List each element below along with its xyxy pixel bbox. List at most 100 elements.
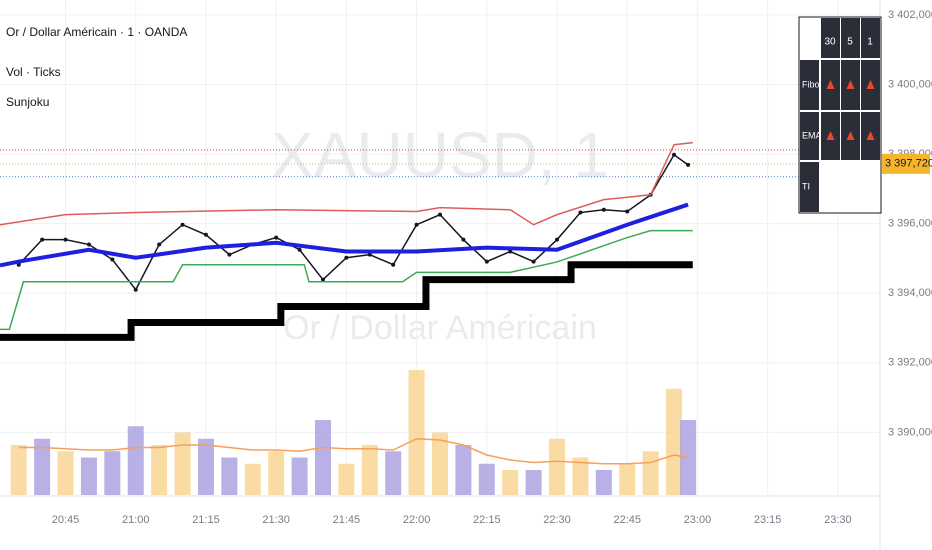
volume-bar [127, 426, 144, 495]
header-label: 1 [867, 37, 873, 48]
x-tick-label: 22:15 [473, 514, 501, 526]
price-point [367, 252, 372, 257]
price-point [40, 237, 45, 242]
price-point [86, 242, 91, 247]
volume-bar [34, 438, 51, 495]
row-label-cell [800, 60, 819, 110]
volume-bar [268, 451, 285, 495]
volume-bar [408, 370, 425, 495]
volume-bar [10, 445, 27, 495]
series-line [0, 141, 693, 226]
row-label: Fibo [802, 79, 820, 89]
row-label-cell [800, 162, 819, 212]
price-point [531, 259, 536, 264]
volume-bar [502, 470, 519, 495]
volume-ma [18, 437, 689, 465]
volume-bar [478, 463, 495, 495]
price-point [686, 162, 691, 167]
x-tick-label: 23:30 [824, 514, 852, 526]
legend-symbol[interactable]: Or / Dollar Américain · 1 · OANDA [6, 25, 187, 39]
y-tick-label: 3 396,000 [888, 218, 932, 230]
price-point [180, 222, 185, 227]
signal-up [866, 80, 875, 89]
volume-bar [642, 451, 659, 495]
header-label: 5 [847, 37, 853, 48]
volume-bar [572, 457, 589, 495]
y-tick-label: 3 400,000 [888, 78, 932, 90]
price-point [157, 242, 162, 247]
legend-indicator[interactable]: Sunjoku [6, 95, 49, 109]
price-point [625, 209, 630, 214]
last-price-label: 3 397,720 [885, 158, 932, 170]
watermark-name: Or / Dollar Américain [283, 309, 597, 347]
volume-bar [104, 451, 121, 495]
price-point [438, 212, 442, 217]
volume-bar [525, 470, 542, 495]
y-tick-label: 3 390,000 [888, 426, 932, 438]
legend-volume[interactable]: Vol · Ticks [6, 65, 61, 79]
signal-up [846, 80, 855, 89]
volume-bar [151, 445, 168, 495]
price-point [578, 210, 583, 215]
price-point [203, 232, 208, 237]
volume-bar [197, 438, 214, 495]
price-point [484, 259, 489, 264]
x-tick-label: 23:00 [684, 514, 712, 526]
volume-bar [338, 463, 355, 495]
series-line [18, 153, 689, 292]
price-point [110, 257, 115, 262]
row-label: TI [802, 181, 810, 191]
series-line [0, 202, 689, 268]
price-point [391, 262, 396, 267]
watermark-symbol: XAUUSD, 1 [271, 119, 609, 191]
x-tick-label: 22:00 [403, 514, 431, 526]
x-tick-label: 20:45 [52, 514, 80, 526]
signal-table: 30 5 1 Fibo EMA TI [798, 16, 882, 214]
volume-bar [221, 457, 238, 495]
volume-bar [174, 432, 191, 495]
y-tick-label: 3 392,000 [888, 357, 932, 369]
price-point [344, 255, 349, 260]
x-tick-label: 22:45 [613, 514, 641, 526]
header-cell [821, 18, 840, 58]
x-tick-label: 21:30 [262, 514, 290, 526]
signal-up [846, 131, 855, 140]
volume-bar [666, 388, 683, 495]
x-tick-label: 21:45 [333, 514, 361, 526]
signal-up [826, 80, 835, 89]
volume-bar [244, 463, 261, 495]
volume-bar [291, 457, 308, 495]
price-point [297, 247, 302, 252]
volume-bar [595, 470, 612, 495]
signal-up [826, 131, 835, 140]
price-point [555, 237, 560, 242]
x-tick-label: 23:15 [754, 514, 782, 526]
plot [0, 141, 880, 495]
volume-bar [80, 457, 97, 495]
series-line [0, 229, 693, 331]
volume-bar [361, 445, 378, 495]
y-tick-label: 3 402,000 [888, 9, 932, 21]
price-point [508, 249, 513, 254]
price-point [227, 252, 232, 257]
row-label-cell [800, 112, 819, 160]
volume-bar [57, 451, 74, 495]
price-point [320, 277, 325, 282]
volume-bar [455, 445, 472, 495]
price-point [672, 152, 677, 157]
price-point [601, 207, 606, 212]
volume-bar [432, 432, 448, 495]
y-tick-label: 3 394,000 [888, 287, 932, 299]
price-point [461, 237, 466, 242]
volume-bar [314, 420, 331, 495]
x-tick-label: 21:00 [122, 514, 150, 526]
price-point [63, 237, 68, 242]
signal-up [866, 131, 875, 140]
price-point [133, 287, 138, 292]
last-price-box [882, 153, 930, 174]
volume-bar [385, 451, 402, 495]
volume-bar [549, 438, 566, 495]
price-point [414, 222, 419, 227]
series-line [0, 261, 693, 341]
